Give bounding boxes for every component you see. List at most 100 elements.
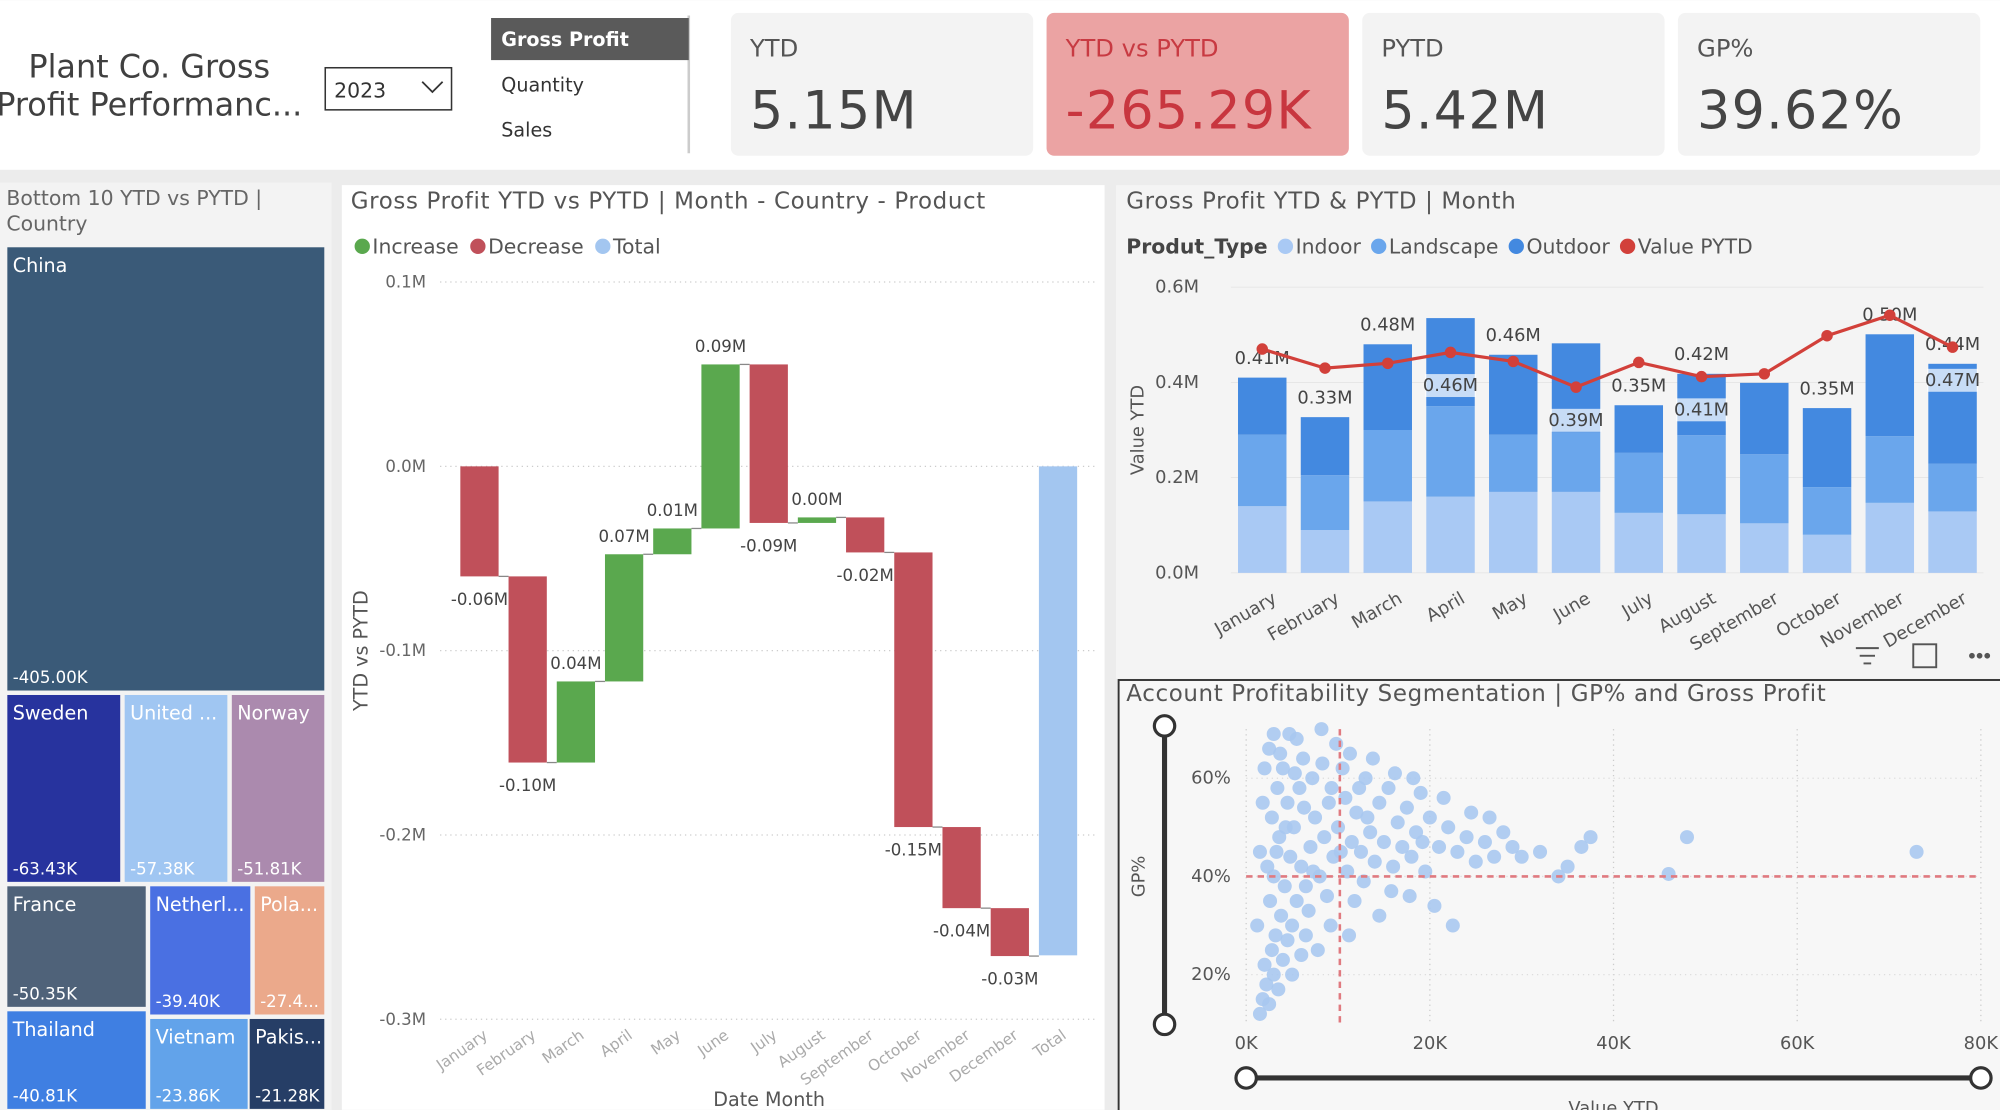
scatter-point bbox=[1323, 918, 1338, 933]
label-bg bbox=[1676, 398, 1728, 422]
y-slider-handle[interactable] bbox=[1152, 1012, 1177, 1037]
treemap-tile bbox=[229, 693, 327, 884]
scatter-point bbox=[1282, 727, 1297, 742]
y-tick-label: 60% bbox=[1191, 768, 1231, 789]
y-slider-handle[interactable] bbox=[1152, 714, 1177, 738]
year-value: 2023 bbox=[334, 79, 386, 103]
scatter-point bbox=[1399, 800, 1414, 815]
scatter-point bbox=[1574, 839, 1589, 854]
y-tick-label: -0.2M bbox=[379, 825, 426, 844]
scatter-point bbox=[1352, 781, 1367, 796]
scatter-point bbox=[1269, 844, 1284, 859]
kpi-card bbox=[1677, 12, 1981, 156]
bar-segment bbox=[1802, 534, 1852, 573]
scatter-point bbox=[1264, 943, 1279, 958]
scatter-point bbox=[1427, 898, 1442, 913]
legend-label: Total bbox=[612, 234, 661, 258]
bar-segment bbox=[1238, 434, 1287, 507]
scatter-point bbox=[1255, 795, 1270, 810]
scatter-point bbox=[1335, 761, 1350, 776]
treemap-tile bbox=[247, 1017, 327, 1110]
waterfall-bar bbox=[460, 466, 499, 577]
line-marker bbox=[1382, 357, 1394, 370]
scatter-point bbox=[1314, 722, 1329, 737]
bar-segment bbox=[1426, 406, 1475, 497]
scatter-point bbox=[1390, 815, 1405, 830]
scatter-point bbox=[1441, 820, 1456, 835]
scatter-point bbox=[1347, 893, 1362, 908]
measure-option[interactable]: Sales bbox=[501, 119, 552, 142]
more-icon bbox=[1976, 652, 1983, 659]
scatter-point bbox=[1514, 849, 1529, 864]
chart-title: Account Profitability Segmentation | GP%… bbox=[1126, 681, 1826, 707]
scatter-point bbox=[1367, 854, 1382, 869]
measure-option[interactable]: Quantity bbox=[501, 73, 584, 96]
scatter-point bbox=[1387, 766, 1402, 781]
scatter-point bbox=[1386, 859, 1401, 874]
scatter-point bbox=[1404, 849, 1419, 864]
scatter-point bbox=[1298, 928, 1313, 943]
tile-value: -40.81K bbox=[13, 1086, 78, 1105]
data-label: 0.07M bbox=[598, 527, 649, 546]
tile-label: Thailand bbox=[12, 1018, 95, 1041]
scatter-point bbox=[1330, 820, 1346, 835]
scatter-point bbox=[1372, 795, 1387, 810]
y-tick-label: 0.2M bbox=[1155, 467, 1199, 488]
scatter-point bbox=[1259, 977, 1274, 992]
scatter-point bbox=[1324, 781, 1339, 796]
scatter-point bbox=[1450, 844, 1465, 859]
line-label: 0.46M bbox=[1423, 375, 1478, 396]
year-dropdown[interactable] bbox=[324, 66, 453, 111]
y-tick-label: 0.1M bbox=[385, 273, 426, 292]
waterfall-bar bbox=[1038, 466, 1078, 956]
line-marker bbox=[1507, 355, 1520, 368]
line-marker bbox=[1884, 309, 1896, 321]
kpi-value: 5.15M bbox=[750, 81, 918, 142]
scatter-point bbox=[1909, 844, 1924, 859]
scatter-point bbox=[1384, 884, 1399, 899]
legend-marker bbox=[595, 238, 611, 254]
scatter-point bbox=[1266, 967, 1281, 982]
scatter-point bbox=[1342, 928, 1357, 943]
waterfall-bar bbox=[604, 554, 644, 682]
scatter-point bbox=[1418, 864, 1433, 879]
scatter-point bbox=[1381, 781, 1396, 796]
visual-toolbar bbox=[1855, 643, 1991, 669]
scatter-point bbox=[1459, 830, 1474, 845]
scatter-point bbox=[1560, 859, 1575, 874]
line-label: 0.41M bbox=[1674, 399, 1729, 420]
tile-label: United ... bbox=[130, 702, 217, 725]
legend-marker bbox=[1619, 238, 1636, 254]
scatter-point bbox=[1294, 947, 1309, 963]
scatter-point bbox=[1263, 893, 1278, 908]
waterfall-bar bbox=[508, 576, 547, 763]
scatter-point bbox=[1268, 928, 1283, 943]
y-axis-title: GP% bbox=[1129, 856, 1150, 898]
scatter-point bbox=[1275, 952, 1290, 967]
x-slider-handle[interactable] bbox=[1234, 1066, 1258, 1090]
x-tick-label: 80K bbox=[1964, 1033, 2000, 1054]
kpi-label: YTD bbox=[749, 35, 798, 63]
more-icon[interactable] bbox=[1969, 652, 1975, 659]
sliders bbox=[1152, 714, 1993, 1090]
scatter-point bbox=[1356, 874, 1371, 889]
scatter-point bbox=[1273, 746, 1288, 761]
scatter-point bbox=[1303, 839, 1318, 854]
tile-label: Netherl... bbox=[156, 893, 245, 916]
scatter-point bbox=[1262, 741, 1277, 756]
dropdown-chevron bbox=[421, 81, 444, 94]
x-slider-handle[interactable] bbox=[1969, 1066, 1993, 1090]
data-label: 0.01M bbox=[647, 501, 698, 520]
data-label: -0.03M bbox=[981, 970, 1038, 989]
scatter-point bbox=[1292, 781, 1307, 796]
tile-value: -39.40K bbox=[156, 992, 221, 1011]
focus-icon[interactable] bbox=[1912, 643, 1938, 669]
scatter-point bbox=[1496, 825, 1511, 840]
bar-segment bbox=[1489, 434, 1538, 492]
measure-option[interactable]: Gross Profit bbox=[501, 28, 629, 51]
waterfall-bar bbox=[846, 517, 885, 553]
scatter-point bbox=[1533, 844, 1548, 859]
kpi-value: -265.29K bbox=[1066, 81, 1313, 142]
treemap-tile bbox=[122, 693, 230, 884]
y-axis-title: Value YTD bbox=[1127, 385, 1148, 475]
